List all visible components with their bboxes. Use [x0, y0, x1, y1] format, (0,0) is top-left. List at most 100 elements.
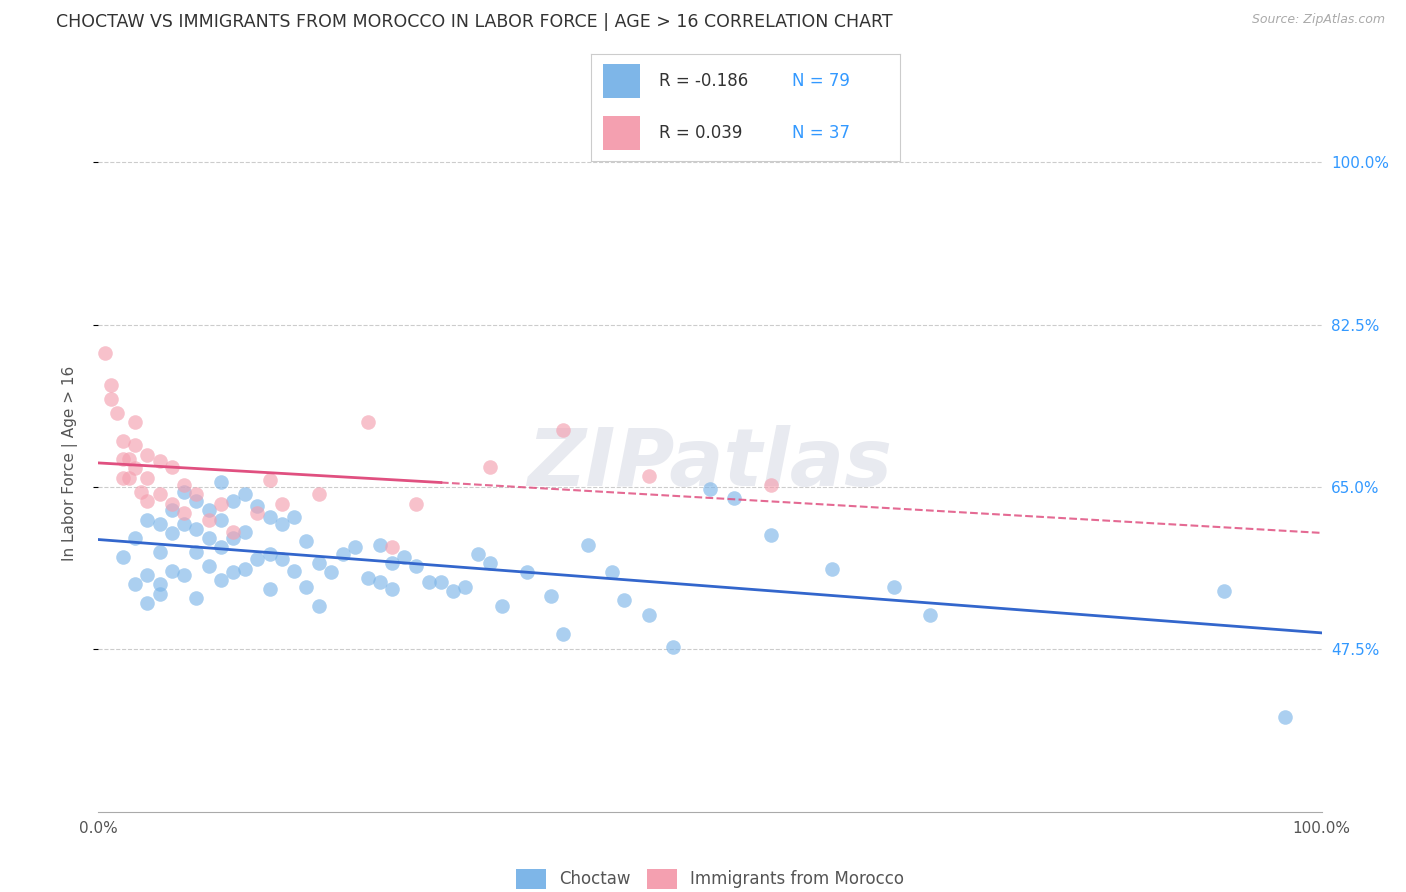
Point: [553, 423, 575, 437]
Point: [149, 454, 172, 468]
Point: [883, 580, 905, 594]
Point: [699, 482, 721, 496]
Point: [418, 574, 440, 589]
Point: [173, 506, 195, 520]
Point: [308, 487, 330, 501]
Point: [392, 549, 416, 564]
Point: [160, 503, 183, 517]
Point: [136, 568, 159, 582]
Point: [173, 484, 195, 499]
Point: [111, 471, 134, 485]
Point: [186, 487, 208, 501]
Point: [186, 522, 208, 536]
Point: [920, 608, 942, 623]
Text: Source: ZipAtlas.com: Source: ZipAtlas.com: [1251, 13, 1385, 27]
Point: [283, 564, 305, 578]
Point: [270, 517, 294, 532]
Point: [209, 512, 232, 526]
Point: [222, 531, 245, 545]
Point: [197, 512, 219, 526]
Point: [197, 558, 219, 573]
Point: [149, 545, 172, 559]
Point: [124, 461, 146, 475]
Point: [246, 506, 269, 520]
Point: [136, 471, 159, 485]
Point: [368, 574, 391, 589]
Point: [93, 345, 115, 359]
Point: [160, 526, 183, 541]
Point: [160, 497, 183, 511]
Point: [613, 593, 636, 607]
Point: [136, 494, 159, 508]
Point: [405, 558, 427, 573]
Point: [186, 545, 208, 559]
Point: [149, 577, 172, 591]
Point: [270, 497, 294, 511]
Point: [222, 566, 245, 580]
Point: [173, 517, 195, 532]
Point: [381, 582, 404, 596]
Point: [222, 524, 245, 539]
Text: R = -0.186: R = -0.186: [658, 72, 748, 90]
Point: [149, 487, 172, 501]
Point: [259, 509, 281, 524]
Point: [124, 438, 146, 452]
Point: [441, 583, 464, 598]
Point: [246, 499, 269, 513]
Point: [761, 528, 783, 542]
Point: [118, 471, 141, 485]
Point: [209, 541, 232, 555]
Point: [270, 552, 294, 566]
FancyBboxPatch shape: [603, 64, 640, 98]
Point: [259, 547, 281, 561]
FancyBboxPatch shape: [603, 116, 640, 150]
Point: [368, 537, 391, 551]
Point: [381, 541, 404, 555]
Point: [638, 469, 661, 483]
Point: [118, 452, 141, 467]
Point: [478, 459, 501, 474]
Point: [308, 556, 330, 570]
Point: [136, 596, 159, 610]
Point: [381, 556, 404, 570]
Point: [111, 452, 134, 467]
Point: [129, 484, 152, 499]
Point: [124, 577, 146, 591]
Point: [222, 494, 245, 508]
Point: [295, 580, 318, 594]
Point: [356, 571, 378, 585]
Point: [233, 562, 256, 576]
Point: [233, 487, 256, 501]
Point: [233, 524, 256, 539]
Point: [124, 531, 146, 545]
Point: [160, 564, 183, 578]
Point: [149, 587, 172, 601]
Point: [308, 599, 330, 613]
Text: R = 0.039: R = 0.039: [658, 124, 742, 142]
Text: N = 79: N = 79: [792, 72, 849, 90]
Point: [173, 568, 195, 582]
Point: [111, 549, 134, 564]
Point: [105, 406, 128, 420]
Point: [173, 478, 195, 492]
Point: [356, 415, 378, 429]
Point: [100, 392, 122, 406]
Y-axis label: In Labor Force | Age > 16: In Labor Force | Age > 16: [62, 367, 77, 561]
Text: CHOCTAW VS IMMIGRANTS FROM MOROCCO IN LABOR FORCE | AGE > 16 CORRELATION CHART: CHOCTAW VS IMMIGRANTS FROM MOROCCO IN LA…: [56, 13, 893, 31]
Point: [283, 509, 305, 524]
Point: [821, 562, 844, 576]
Point: [553, 626, 575, 640]
Point: [332, 547, 354, 561]
Point: [478, 556, 501, 570]
Point: [600, 566, 623, 580]
Point: [100, 378, 122, 392]
Point: [1212, 583, 1234, 598]
Point: [515, 566, 537, 580]
Point: [111, 434, 134, 448]
Point: [149, 517, 172, 532]
Point: [662, 640, 685, 654]
Point: [761, 478, 783, 492]
Point: [638, 608, 661, 623]
Point: [124, 415, 146, 429]
Point: [1274, 710, 1296, 724]
